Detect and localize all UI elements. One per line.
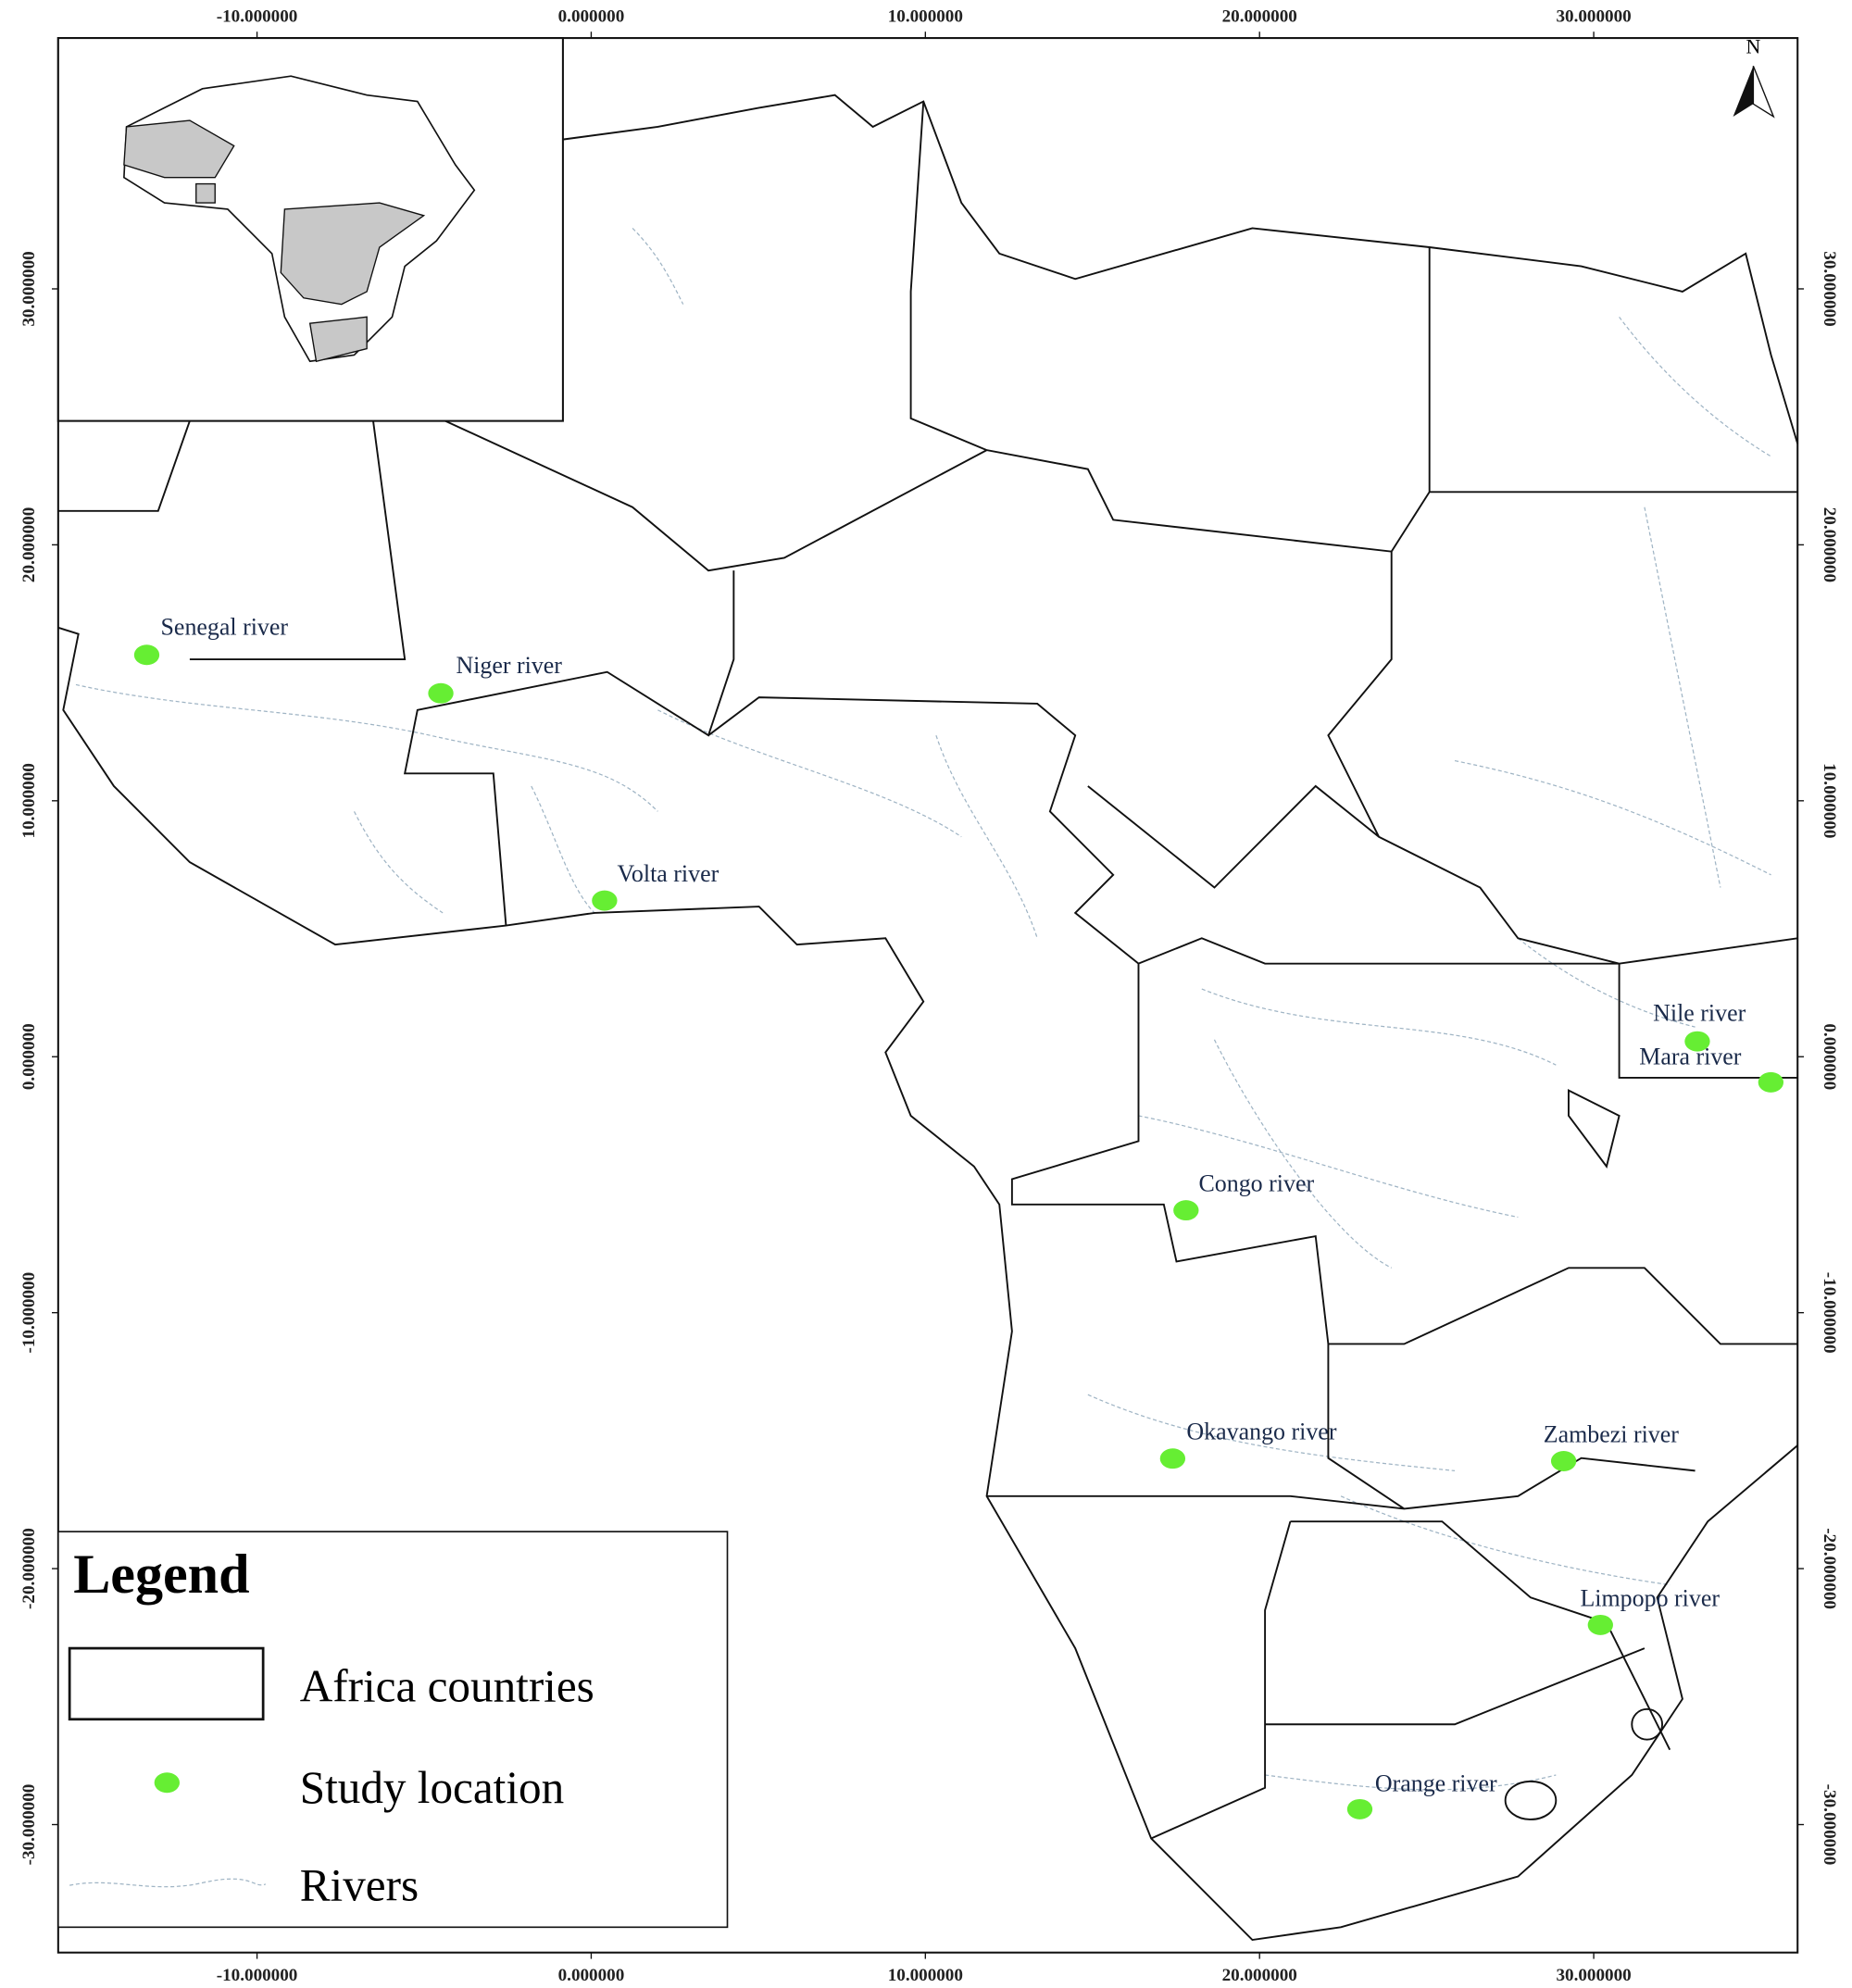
legend-swatch-countries [68,1646,265,1721]
x-tick-label-bottom: 10.000000 [888,1966,963,1985]
study-location [1587,1614,1613,1635]
y-tick-label-left: 0.000000 [19,1023,39,1090]
location-label: Mara river [1639,1044,1742,1070]
legend-label: Study location [300,1762,564,1813]
north-arrow-right [1752,65,1775,119]
location-label: Orange river [1375,1770,1497,1797]
location-label: Nile river [1653,1000,1746,1027]
study-location [133,644,160,666]
y-tick-label-right: -20.000000 [1820,1528,1839,1609]
location-label: Volta river [618,860,720,887]
y-tick-label-right: 0.000000 [1820,1023,1839,1090]
x-tick-label-bottom: 0.000000 [558,1966,625,1985]
study-location [428,682,454,704]
location-label: Niger river [456,652,562,679]
location-label: Okavango river [1186,1419,1336,1445]
study-location [1684,1031,1710,1052]
legend-swatch-rivers [69,1878,267,1888]
location-label: Zambezi river [1544,1420,1680,1447]
location-label: Limpopo river [1580,1584,1720,1611]
legend-swatch-location [154,1772,180,1794]
map-root: N Legend Africa countries Study location… [19,6,1839,1985]
location-label: Congo river [1198,1170,1314,1197]
x-tick-label-top: 30.000000 [1556,6,1631,26]
north-arrow: N [1733,35,1775,119]
study-location [1346,1798,1373,1819]
x-tick-label-top: 20.000000 [1222,6,1297,26]
y-tick-label-right: -30.000000 [1820,1784,1839,1866]
location-label: Senegal river [161,613,289,640]
y-tick-label-right: 20.000000 [1820,507,1839,582]
y-tick-label-right: 30.000000 [1820,251,1839,326]
y-tick-label-left: 20.000000 [19,507,39,582]
study-location [1758,1071,1784,1093]
north-label: N [1746,35,1761,57]
x-tick-label-bottom: -10.000000 [217,1966,298,1985]
study-location [592,890,618,911]
x-tick-label-top: 0.000000 [558,6,625,26]
y-tick-label-right: 10.000000 [1820,763,1839,838]
x-tick-label-bottom: 30.000000 [1556,1966,1631,1985]
north-arrow-left [1733,66,1754,117]
study-location [1550,1451,1577,1471]
country-borders [57,94,1799,1942]
y-tick-label-left: -20.000000 [19,1528,39,1609]
y-tick-label-right: -10.000000 [1820,1272,1839,1354]
x-tick-label-top: 10.000000 [888,6,963,26]
legend-label: Africa countries [300,1661,594,1712]
x-tick-label-bottom: 20.000000 [1222,1966,1297,1985]
inset-map [56,37,564,422]
rivers [75,228,1771,1791]
study-location [1173,1200,1199,1221]
x-tick-label-top: -10.000000 [217,6,298,26]
y-tick-label-left: -10.000000 [19,1272,39,1354]
legend-box [57,1531,729,1929]
legend-title: Legend [73,1544,249,1606]
study-location [1159,1448,1186,1469]
y-tick-label-left: 10.000000 [19,763,39,838]
y-tick-label-left: 30.000000 [19,251,39,326]
legend-label: Rivers [300,1860,419,1911]
inset-study-countries [123,119,426,363]
legend: Legend Africa countries Study location R… [57,1531,729,1929]
y-tick-label-left: -30.000000 [19,1784,39,1866]
